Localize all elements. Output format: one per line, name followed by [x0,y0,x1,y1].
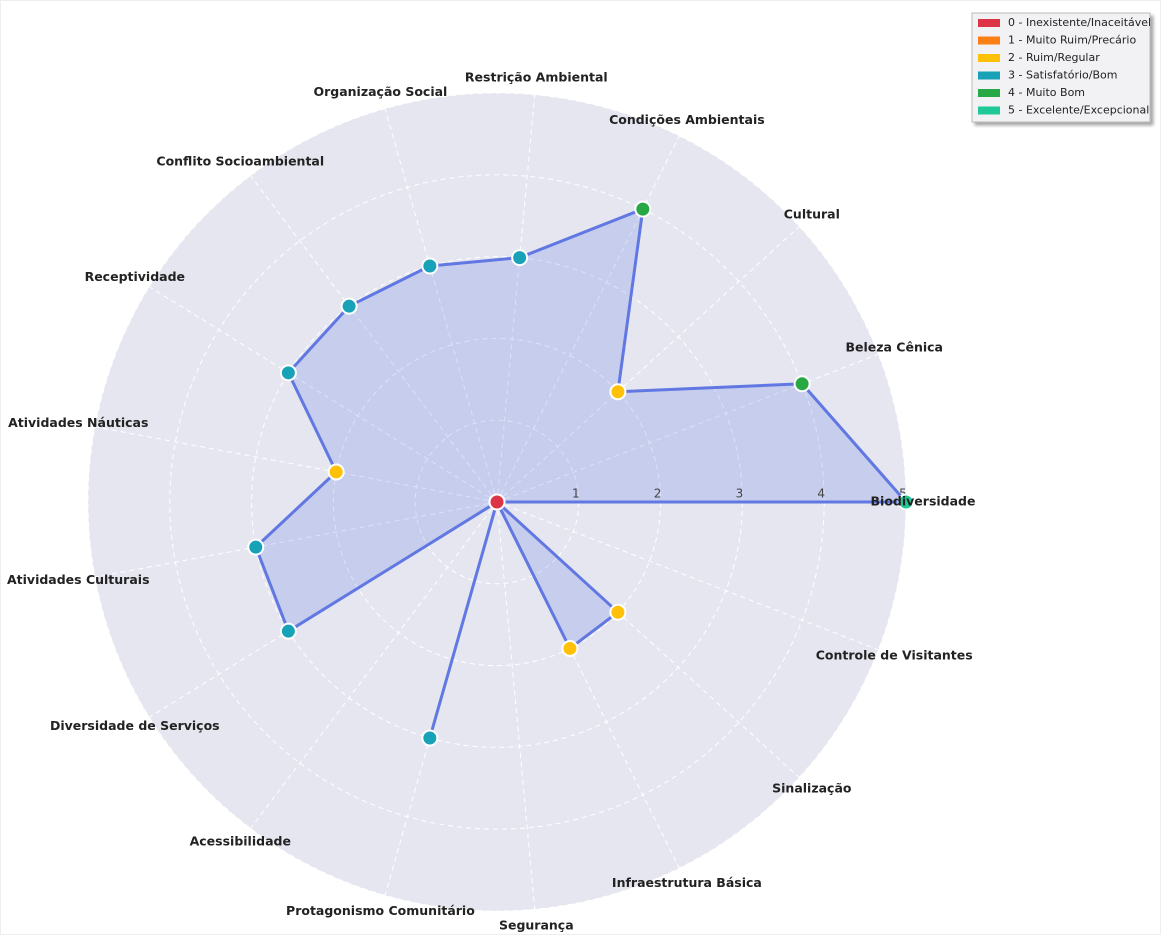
legend-label: 4 - Muito Bom [1008,86,1085,99]
r-tick-label: 3 [736,487,744,501]
category-label: Protagonismo Comunitário [286,903,475,918]
point [421,257,439,275]
legend-swatch [978,89,1000,97]
point [609,603,627,621]
point [609,383,627,401]
legend-label: 5 - Excelente/Excepcional [1008,104,1149,117]
legend: 0 - Inexistente/Inaceitável 1 - Muito Rui… [971,12,1151,123]
area [255,209,907,739]
point [488,493,506,511]
category-label: Beleza Cênica [845,340,943,355]
category-label: Cultural [784,207,840,222]
legend-swatch [978,36,1000,45]
point [511,249,529,267]
category-label: Acessibilidade [190,833,291,848]
legend-label: 3 - Satisfatório/Bom [1008,69,1117,82]
category-label: Infraestrutura Básica [612,875,762,890]
legend-swatch [978,71,1000,80]
legend-swatch [978,19,1000,27]
point [634,200,652,218]
r-tick-label: 2 [654,487,662,501]
category-label: Diversidade de Serviços [50,718,220,733]
category-label: Segurança [499,918,574,933]
point [279,364,297,382]
category-label: Sinalização [772,780,852,795]
r-tick-label: 4 [817,487,825,501]
legend-swatch [978,54,1000,62]
category-label: Restrição Ambiental [465,69,608,84]
category-label: Conflito Socioambiental [156,154,324,169]
legend-box [971,12,1151,123]
point [327,463,345,481]
point [561,639,579,657]
legend-label: 0 - Inexistente/Inaceitável [1008,16,1151,29]
category-label: Biodiversidade [871,494,976,509]
r-tick-label: 1 [572,487,580,501]
category-label: Controle de Visitantes [816,647,973,662]
category-label: Receptividade [85,269,185,284]
point [247,538,265,556]
point [279,622,297,640]
category-label: Atividades Náuticas [8,415,148,430]
point [793,375,811,393]
legend-label: 2 - Ruim/Regular [1008,51,1100,64]
point [897,493,915,511]
line [254,207,908,740]
category-label: Organização Social [313,84,447,99]
category-label: Condições Ambientais [609,112,765,127]
r-tick-label: 5 [899,487,907,501]
category-label: Atividades Culturais [7,572,150,587]
legend-swatch [978,106,1000,115]
point [421,729,439,747]
legend-label: 1 - Muito Ruim/Precário [1008,34,1136,47]
point [340,297,358,315]
